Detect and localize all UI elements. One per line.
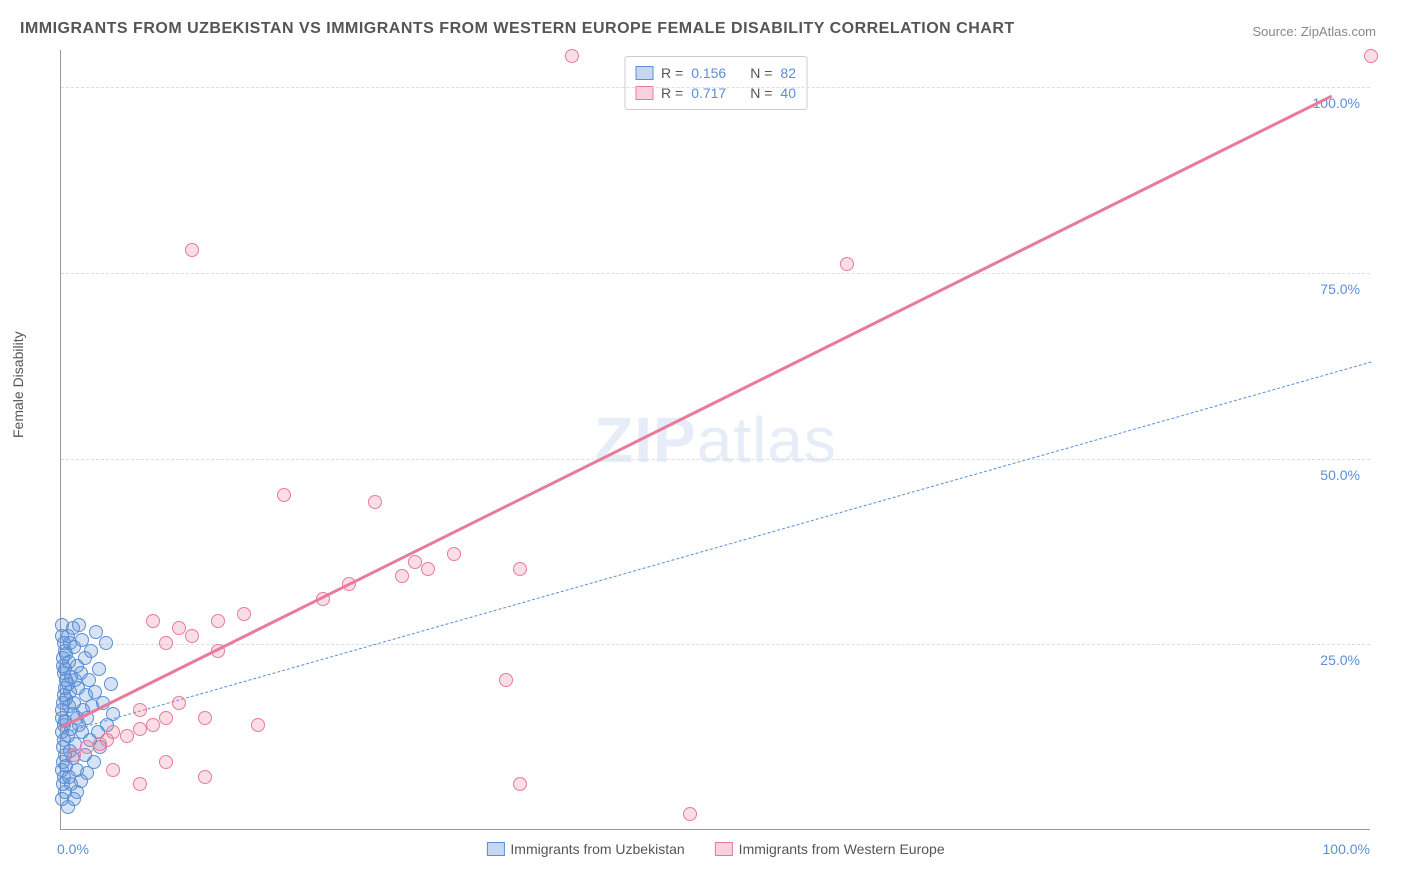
series-legend: Immigrants from Uzbekistan Immigrants fr… (486, 841, 944, 857)
data-point (58, 785, 72, 799)
data-point (58, 681, 72, 695)
legend-label: Immigrants from Uzbekistan (510, 841, 684, 857)
data-point (447, 547, 461, 561)
scatter-chart: ZIPatlas R = 0.156 N = 82 R = 0.717 N = … (60, 50, 1370, 830)
data-point (421, 562, 435, 576)
n-value: 82 (780, 65, 796, 81)
watermark: ZIPatlas (594, 403, 837, 477)
data-point (499, 673, 513, 687)
r-value: 0.156 (691, 65, 726, 81)
n-label: N = (750, 65, 772, 81)
data-point (106, 763, 120, 777)
gridline (61, 459, 1370, 460)
y-tick-label: 25.0% (1320, 652, 1360, 668)
legend-item: Immigrants from Uzbekistan (486, 841, 684, 857)
data-point (277, 488, 291, 502)
data-point (198, 770, 212, 784)
data-point (89, 625, 103, 639)
data-point (172, 696, 186, 710)
data-point (146, 614, 160, 628)
data-point (251, 718, 265, 732)
data-point (159, 636, 173, 650)
data-point (80, 740, 94, 754)
data-point (133, 703, 147, 717)
data-point (683, 807, 697, 821)
stats-legend: R = 0.156 N = 82 R = 0.717 N = 40 (624, 56, 807, 110)
data-point (56, 696, 70, 710)
data-point (106, 725, 120, 739)
legend-swatch-western-europe (715, 842, 733, 856)
data-point (57, 666, 71, 680)
data-point (513, 777, 527, 791)
legend-row: R = 0.717 N = 40 (635, 83, 796, 103)
y-tick-label: 50.0% (1320, 467, 1360, 483)
data-point (57, 770, 71, 784)
trendline (60, 95, 1332, 729)
data-point (75, 633, 89, 647)
data-point (133, 777, 147, 791)
data-point (185, 629, 199, 643)
y-tick-label: 75.0% (1320, 281, 1360, 297)
legend-swatch-uzbekistan (486, 842, 504, 856)
data-point (408, 555, 422, 569)
data-point (1364, 49, 1378, 63)
legend-label: Immigrants from Western Europe (739, 841, 945, 857)
data-point (72, 618, 86, 632)
data-point (133, 722, 147, 736)
data-point (368, 495, 382, 509)
data-point (92, 662, 106, 676)
data-point (99, 636, 113, 650)
legend-swatch-uzbekistan (635, 66, 653, 80)
x-tick-max: 100.0% (1323, 841, 1370, 857)
legend-item: Immigrants from Western Europe (715, 841, 945, 857)
data-point (172, 621, 186, 635)
data-point (840, 257, 854, 271)
data-point (159, 711, 173, 725)
source-label: Source: ZipAtlas.com (1252, 24, 1376, 39)
data-point (237, 607, 251, 621)
data-point (120, 729, 134, 743)
data-point (55, 618, 69, 632)
r-label: R = (661, 65, 683, 81)
gridline (61, 644, 1370, 645)
data-point (56, 651, 70, 665)
data-point (395, 569, 409, 583)
legend-row: R = 0.156 N = 82 (635, 63, 796, 83)
data-point (565, 49, 579, 63)
data-point (104, 677, 118, 691)
data-point (198, 711, 212, 725)
data-point (159, 755, 173, 769)
data-point (185, 243, 199, 257)
gridline (61, 87, 1370, 88)
y-axis-label: Female Disability (10, 331, 26, 438)
data-point (513, 562, 527, 576)
chart-title: IMMIGRANTS FROM UZBEKISTAN VS IMMIGRANTS… (20, 20, 1015, 38)
gridline (61, 273, 1370, 274)
data-point (211, 614, 225, 628)
data-point (84, 644, 98, 658)
data-point (67, 748, 81, 762)
data-point (146, 718, 160, 732)
x-tick-min: 0.0% (57, 841, 89, 857)
